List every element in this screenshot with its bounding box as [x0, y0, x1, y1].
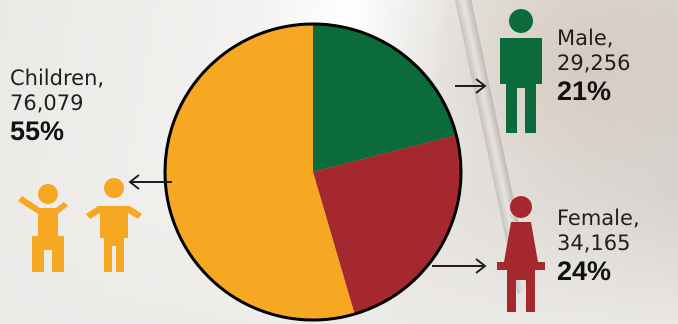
arrow-children	[128, 174, 172, 190]
label-female-name: Female	[557, 206, 633, 230]
label-female-percent: 24%	[557, 256, 612, 286]
arrow-male	[455, 78, 487, 94]
pie-slice-male	[313, 24, 457, 172]
label-male-name: Male	[557, 26, 607, 50]
label-male-comma: ,	[606, 26, 614, 50]
pie-outline	[163, 22, 463, 322]
pie-slice-children	[165, 24, 355, 321]
label-children: Children, 76,079 55%	[10, 66, 104, 146]
female-person-icon	[497, 196, 545, 312]
male-person-icon	[500, 9, 542, 133]
label-female-count: 34,165	[557, 231, 631, 255]
label-children-name: Children	[10, 66, 98, 90]
label-children-comma: ,	[97, 66, 105, 90]
label-female: Female, 34,165 24%	[557, 206, 640, 286]
label-male-percent: 21%	[557, 76, 612, 106]
label-children-count: 76,079	[10, 91, 84, 115]
label-male: Male, 29,256 21%	[557, 26, 630, 106]
label-male-count: 29,256	[557, 51, 631, 75]
label-female-comma: ,	[632, 206, 640, 230]
arrow-female	[432, 258, 487, 274]
children-icon	[18, 178, 142, 272]
label-children-percent: 55%	[10, 116, 65, 146]
